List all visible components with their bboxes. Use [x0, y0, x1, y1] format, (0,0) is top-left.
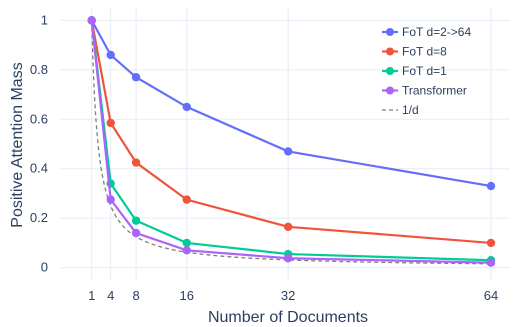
- data-point: [182, 195, 191, 204]
- data-point: [131, 73, 141, 82]
- data-point: [106, 195, 115, 204]
- legend-label: Transformer: [402, 84, 467, 98]
- data-point: [182, 238, 191, 248]
- legend-item: FoT d=8: [382, 45, 447, 59]
- data-point: [486, 258, 496, 267]
- data-point: [486, 181, 496, 191]
- legend-item: FoT d=1: [382, 64, 447, 78]
- legend-item: 1/d: [382, 103, 419, 117]
- legend-label: FoT d=8: [402, 45, 447, 59]
- y-tick-label: 0.8: [30, 62, 48, 77]
- y-tick-label: 0.2: [30, 210, 48, 225]
- series-line: [90, 20, 492, 245]
- data-point: [106, 118, 115, 128]
- legend-marker: [386, 28, 394, 36]
- series-0: [87, 16, 496, 191]
- data-point: [131, 216, 141, 225]
- legend-item: Transformer: [382, 84, 467, 98]
- data-point: [283, 254, 293, 263]
- y-tick-label: 0.4: [30, 161, 48, 176]
- series-line: [90, 19, 492, 188]
- data-point: [283, 147, 293, 156]
- x-tick-label: 4: [107, 288, 114, 303]
- legend: FoT d=2->64 FoT d=8 FoT d=1 Transformer 1/d: [382, 25, 471, 117]
- legend-item: FoT d=2->64: [382, 25, 471, 39]
- y-tick-label: 1: [41, 12, 48, 27]
- legend-marker: [386, 86, 394, 95]
- tick-labels: 00.20.40.60.811 4 8 16 32 64: [30, 12, 498, 303]
- x-tick-label: 64: [484, 288, 498, 303]
- x-tick-label: 32: [281, 288, 295, 303]
- data-point: [486, 238, 496, 248]
- series-3: [87, 16, 496, 267]
- series-layer: [87, 16, 496, 267]
- legend-marker: [386, 47, 394, 56]
- x-tick-label: 16: [180, 288, 194, 303]
- data-point: [87, 16, 96, 25]
- legend-label: FoT d=1: [402, 64, 447, 78]
- x-tick-label: 1: [88, 288, 95, 303]
- legend-label: 1/d: [402, 103, 419, 117]
- data-point: [283, 222, 293, 232]
- series-line: [90, 20, 492, 262]
- data-point: [106, 50, 115, 60]
- series-line: [90, 20, 492, 264]
- legend-label: FoT d=2->64: [402, 25, 471, 39]
- legend-marker: [386, 67, 394, 75]
- y-axis-title: Positive Attention Mass: [9, 62, 26, 227]
- y-tick-label: 0.6: [30, 111, 48, 126]
- data-point: [182, 246, 191, 255]
- data-point: [131, 228, 141, 238]
- data-point: [182, 102, 191, 112]
- y-tick-label: 0: [41, 260, 48, 275]
- x-tick-label: 8: [132, 288, 139, 303]
- data-point: [131, 158, 141, 167]
- x-axis-title: Number of Documents: [208, 309, 368, 326]
